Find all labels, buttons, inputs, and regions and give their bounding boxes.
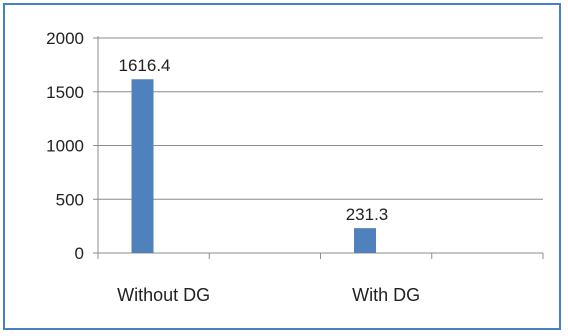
bar-without-dg <box>131 79 154 253</box>
y-tick-label: 1000 <box>46 137 84 156</box>
x-category-label: Without DG <box>117 285 210 305</box>
x-category-label: With DG <box>352 285 420 305</box>
chart-frame <box>3 3 561 330</box>
bar-with-dg <box>354 228 376 253</box>
y-tick-label: 0 <box>75 244 84 263</box>
y-tick-label: 1500 <box>46 83 84 102</box>
data-label: 1616.4 <box>119 56 171 75</box>
y-tick-label: 2000 <box>46 29 84 48</box>
data-label: 231.3 <box>346 205 389 224</box>
y-tick-label: 500 <box>56 190 84 209</box>
